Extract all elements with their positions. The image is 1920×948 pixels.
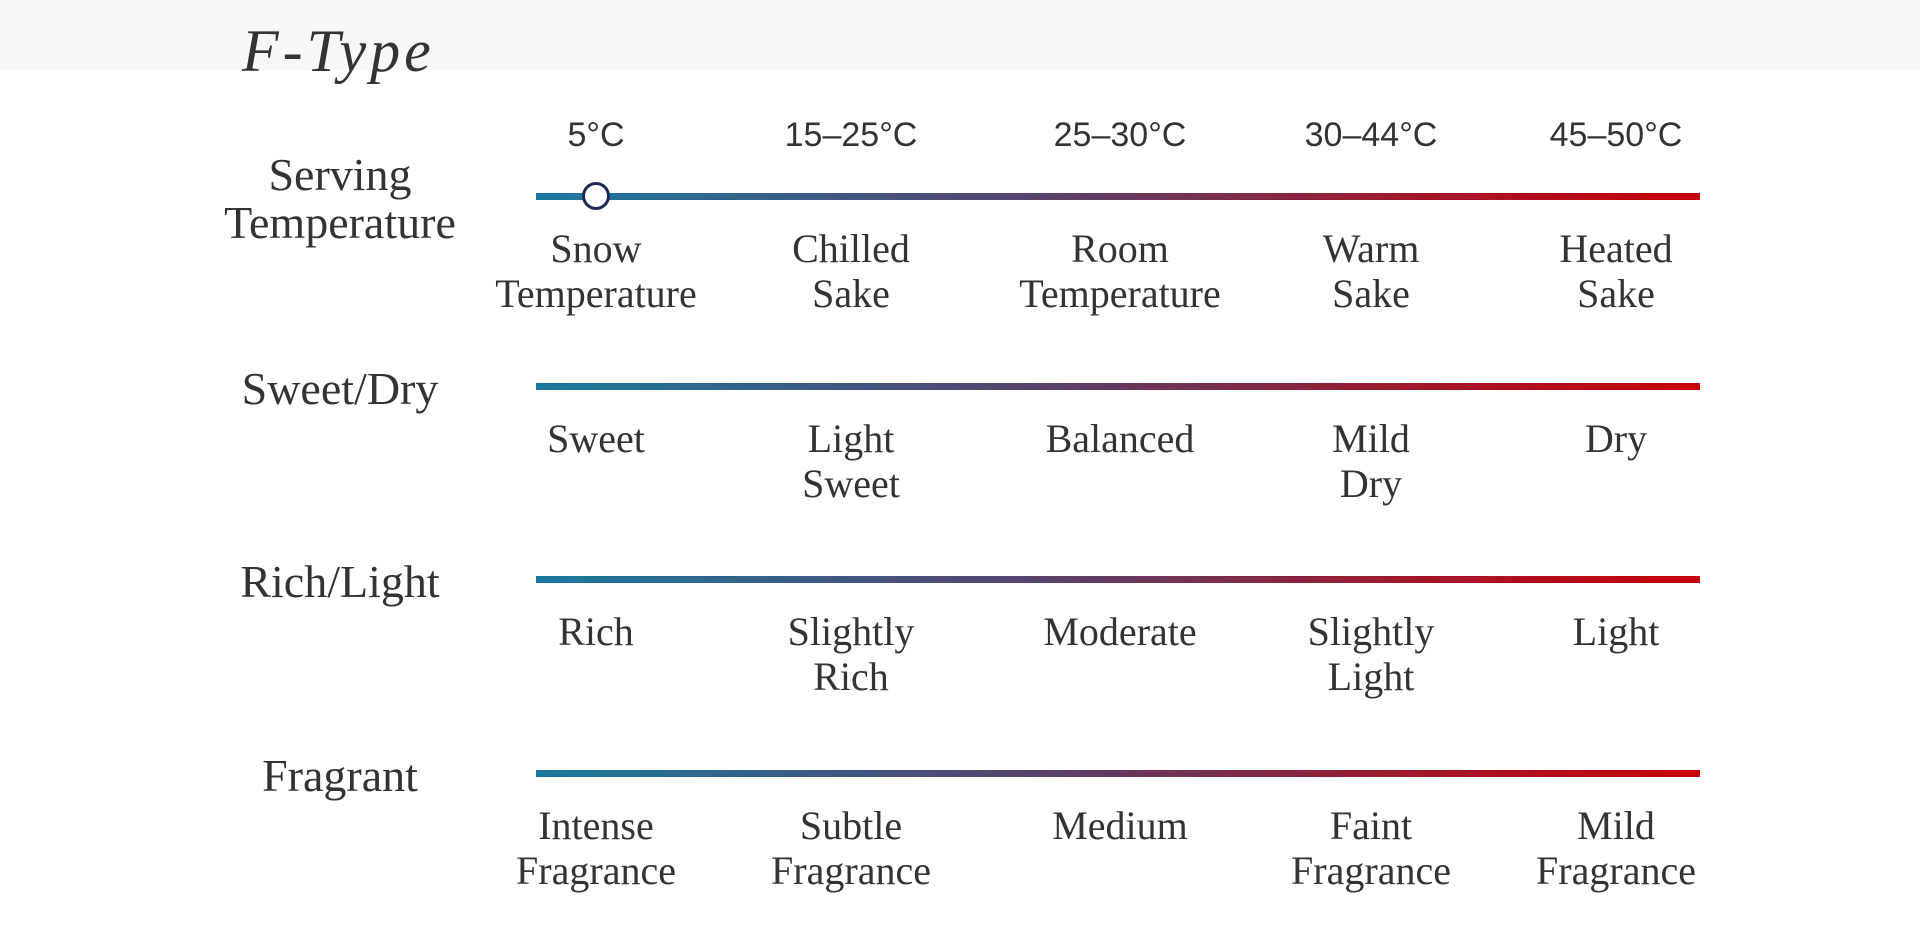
scale-label: Serving Temperature [224, 149, 456, 248]
scale-bar [536, 383, 1700, 390]
option-label: Mild Fragrance [1536, 803, 1696, 893]
option-label: Warm Sake [1322, 226, 1420, 316]
option-label: Slightly Light [1307, 609, 1435, 699]
option-label: Light [1572, 609, 1660, 654]
temperature-label: 25–30°C [1053, 116, 1187, 154]
scale-label: Fragrant [262, 750, 418, 801]
scale-bar [536, 576, 1700, 583]
option-label: Heated Sake [1559, 226, 1673, 316]
option-label: Rich [558, 609, 634, 654]
selection-marker [582, 182, 610, 210]
header-bar [0, 0, 1920, 70]
option-label: Moderate [1043, 609, 1197, 654]
option-label: Balanced [1045, 416, 1195, 461]
option-label: Mild Dry [1332, 416, 1410, 506]
scale-bar [536, 770, 1700, 777]
option-label: Subtle Fragrance [771, 803, 931, 893]
temperature-label: 45–50°C [1549, 116, 1683, 154]
option-label: Snow Temperature [495, 226, 697, 316]
option-label: Dry [1584, 416, 1648, 461]
temperature-label: 30–44°C [1304, 116, 1438, 154]
option-label: Sweet [547, 416, 645, 461]
temperature-label: 5°C [567, 116, 625, 154]
scale-label: Sweet/Dry [241, 363, 439, 414]
option-label: Light Sweet [802, 416, 900, 506]
title: F-Type [242, 18, 435, 84]
option-label: Medium [1052, 803, 1188, 848]
option-label: Room Temperature [1019, 226, 1221, 316]
scale-label: Rich/Light [240, 556, 440, 607]
temperature-label: 15–25°C [784, 116, 918, 154]
option-label: Intense Fragrance [516, 803, 676, 893]
scale-bar [536, 193, 1700, 200]
option-label: Chilled Sake [792, 226, 910, 316]
option-label: Faint Fragrance [1291, 803, 1451, 893]
option-label: Slightly Rich [787, 609, 915, 699]
